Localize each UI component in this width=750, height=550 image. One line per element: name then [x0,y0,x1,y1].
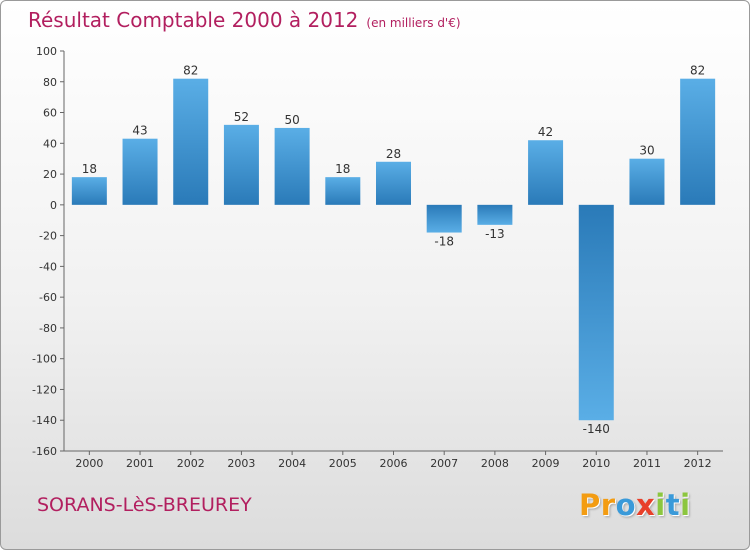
x-tick-label: 2000 [75,457,103,470]
bar-2002 [173,78,209,205]
bars [71,78,716,421]
y-tick-label: -160 [32,445,57,458]
bar-2009 [528,140,564,205]
bar-2001 [122,138,158,205]
value-label-2007: -18 [434,235,454,249]
value-label-2000: 18 [82,162,97,176]
bar-2011 [629,158,665,205]
value-label-2010: -140 [583,422,610,436]
x-tick-label: 2007 [430,457,458,470]
logo-letter: P [579,488,601,522]
chart-title: Résultat Comptable 2000 à 2012 (en millie… [28,8,461,32]
chart-title-text: Résultat Comptable 2000 à 2012 [28,8,359,32]
logo-letter: t [665,488,681,522]
x-axis: 2000 2001 2002 2003 2004 2005 2006 2007 2008 2009… [64,450,723,470]
y-tick-label: -60 [39,291,57,304]
logo-letter: r [600,488,616,522]
value-label-2009: 42 [538,125,553,139]
proxiti-logo[interactable]: Proxiti [579,488,691,522]
bar-2000 [71,177,107,205]
logo-letter: i [655,488,666,522]
x-tick-label: 2002 [177,457,205,470]
x-tick-label: 2012 [684,457,712,470]
bar-2005 [325,177,361,205]
x-tick-label: 2011 [633,457,661,470]
bar-2006 [376,161,411,205]
value-label-2006: 28 [386,147,401,161]
y-tick-label: -40 [39,260,57,273]
y-tick-label: 40 [43,137,57,150]
x-tick-label: 2001 [126,457,154,470]
x-tick-label: 2003 [227,457,255,470]
y-tick-label: -120 [32,383,57,396]
logo-letter: i [680,488,691,522]
value-label-2004: 50 [284,113,299,127]
y-axis: 100 80 60 40 20 0 -20 -40 -60 -80 -100 -120 -140 -160 [32,45,65,458]
value-labels: 18 43 82 52 50 18 28 -18 -13 42 -140 30 82 [82,64,706,437]
logo-letter: o [615,488,637,522]
bar-2003 [223,124,259,205]
x-tick-label: 2005 [329,457,357,470]
value-label-2003: 52 [234,110,249,124]
value-label-2005: 18 [335,162,350,176]
logo-letter: x [636,488,656,522]
x-tick-label: 2010 [582,457,610,470]
y-tick-label: -80 [39,322,57,335]
value-label-2001: 43 [132,124,147,138]
y-tick-label: 60 [43,107,57,120]
value-label-2011: 30 [639,144,654,158]
value-label-2008: -13 [485,227,505,241]
x-tick-label: 2009 [532,457,560,470]
y-tick-label: 20 [43,168,57,181]
x-tick-label: 2004 [278,457,306,470]
bar-2008 [477,204,513,225]
x-tick-label: 2006 [380,457,408,470]
y-tick-label: -20 [39,230,57,243]
bar-2012 [680,78,716,205]
unit-note: (en milliers d'€) [366,16,461,30]
commune-name: SORANS-LèS-BREUREY [37,494,252,516]
value-label-2012: 82 [690,64,705,78]
y-tick-label: -140 [32,414,57,427]
y-tick-label: -100 [32,353,57,366]
value-label-2002: 82 [183,64,198,78]
y-tick-label: 80 [43,76,57,89]
x-tick-label: 2008 [481,457,509,470]
y-tick-label: 100 [36,45,57,58]
y-tick-label: 0 [50,199,57,212]
bar-2007 [426,204,462,233]
bar-2004 [274,127,310,205]
bar-2010 [578,204,614,421]
